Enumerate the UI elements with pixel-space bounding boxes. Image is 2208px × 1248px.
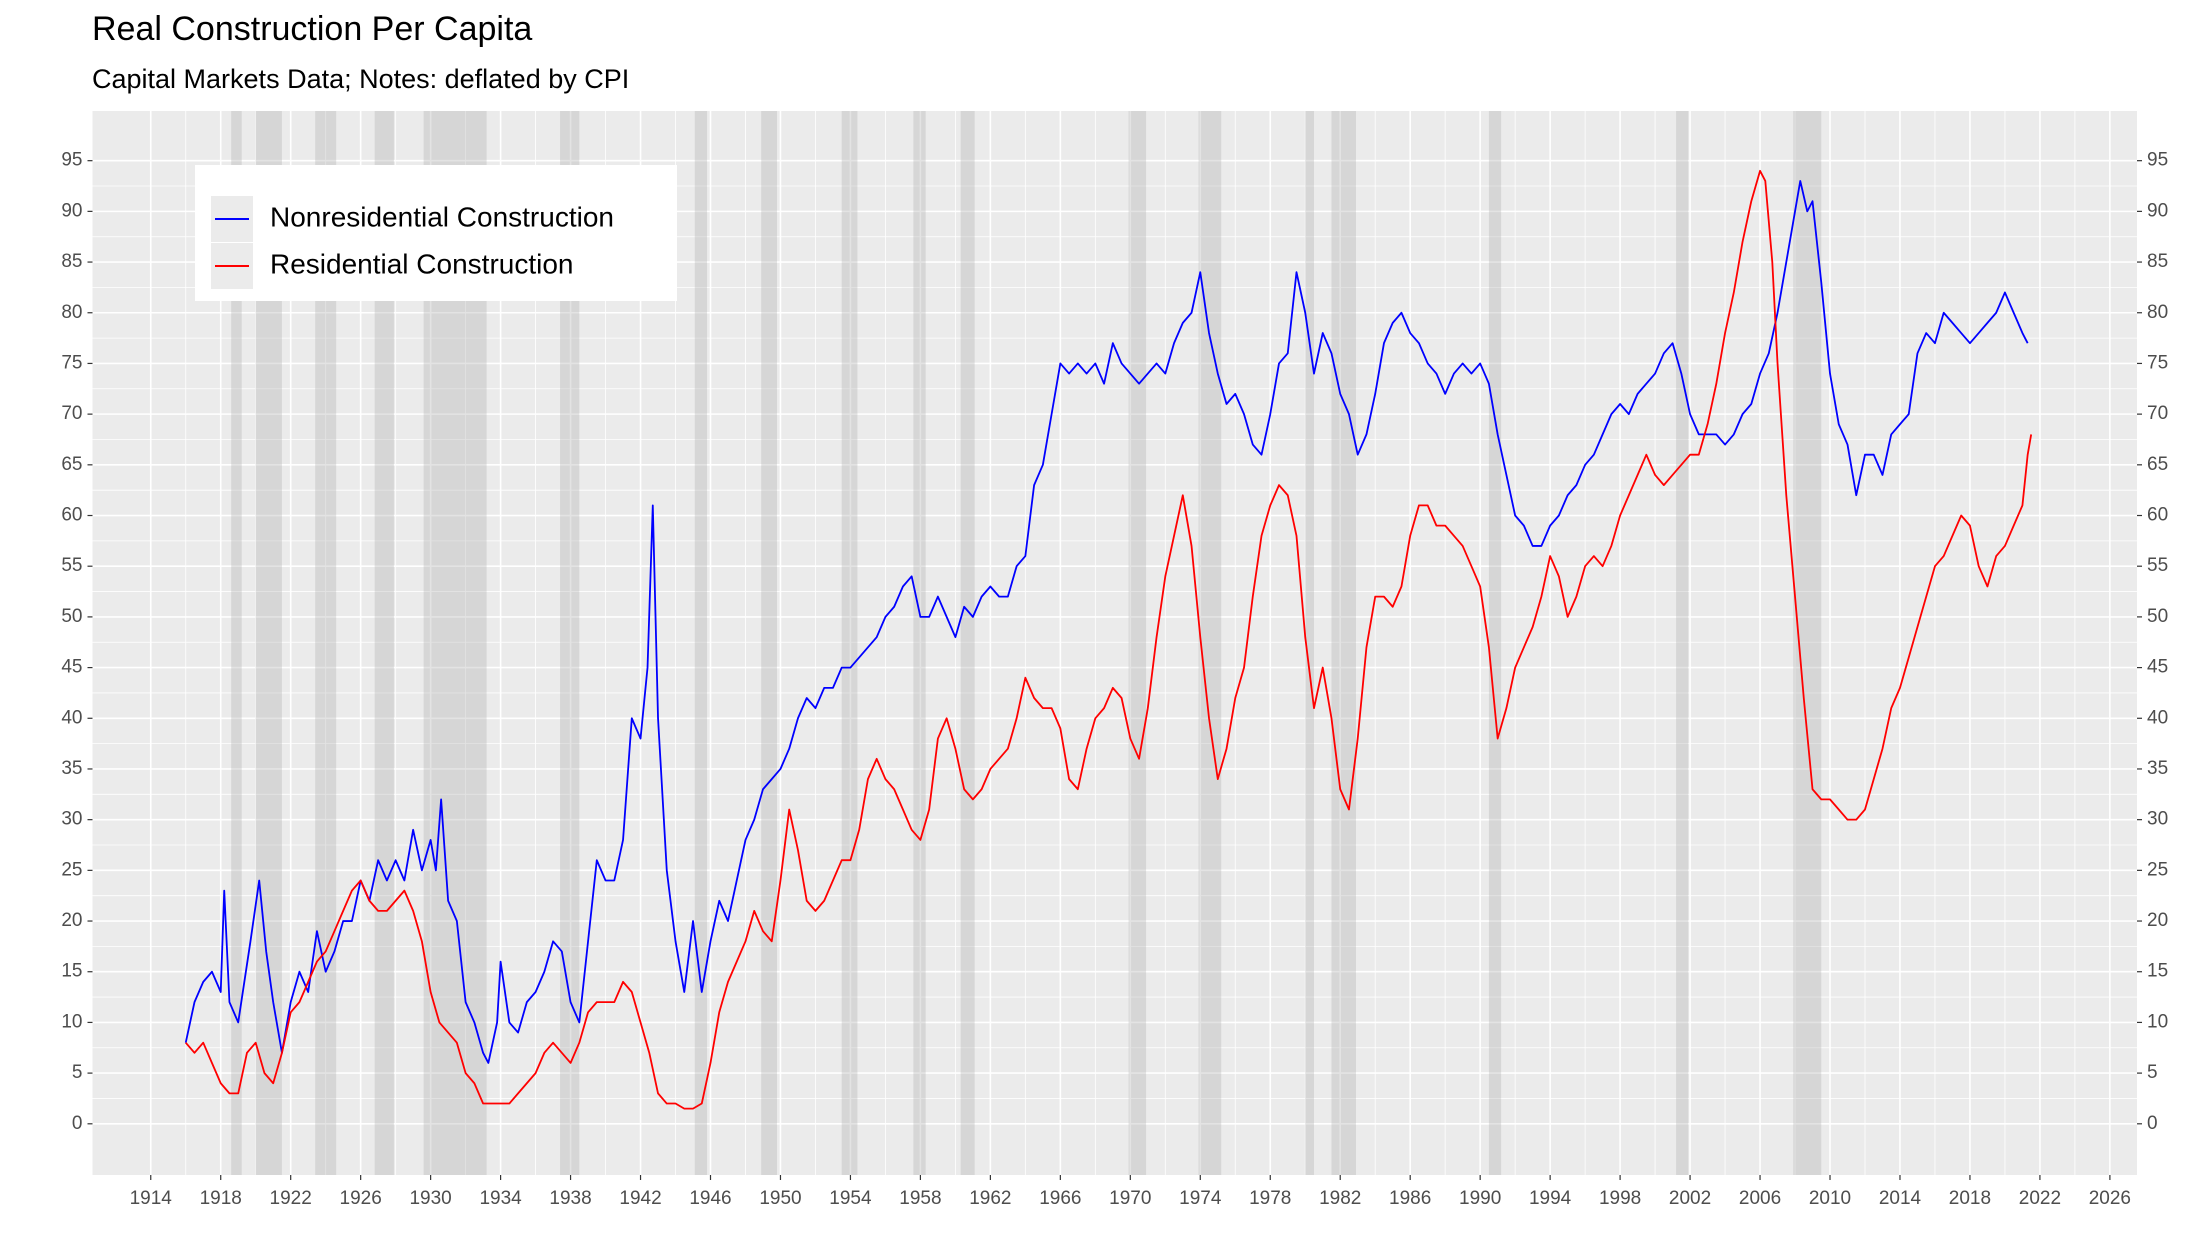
- y2-tick-label: 45: [2147, 657, 2168, 678]
- x-tick-label: 1986: [1389, 1188, 1431, 1209]
- recession-band: [1305, 111, 1314, 1175]
- recession-band: [1793, 111, 1822, 1175]
- x-tick-label: 1922: [270, 1188, 312, 1209]
- series-line: [185, 169, 2033, 1110]
- y-tick-label: 5: [72, 1062, 83, 1083]
- x-tick-label: 2006: [1739, 1188, 1781, 1209]
- legend-label: Residential Construction: [270, 248, 574, 279]
- x-tick-label: 1946: [689, 1188, 731, 1209]
- y-tick-label: 45: [61, 657, 82, 678]
- y2-tick-label: 30: [2147, 809, 2168, 830]
- y2-tick-label: 10: [2147, 1011, 2168, 1032]
- y-tick-label: 25: [61, 859, 82, 880]
- y-tick-label: 70: [61, 403, 82, 424]
- x-tick-label: 1954: [829, 1188, 872, 1209]
- y2-tick-label: 35: [2147, 758, 2168, 779]
- x-tick-label: 1942: [619, 1188, 661, 1209]
- y-tick-label: 0: [72, 1113, 83, 1134]
- y2-tick-label: 85: [2147, 251, 2168, 272]
- x-tick-label: 1934: [479, 1188, 522, 1209]
- y2-tick-label: 5: [2147, 1062, 2158, 1083]
- recession-band: [1331, 111, 1356, 1175]
- y2-tick-label: 55: [2147, 555, 2168, 576]
- x-tick-label: 1974: [1179, 1188, 1222, 1209]
- chart-subtitle: Capital Markets Data; Notes: deflated by…: [92, 64, 629, 94]
- series-line: [184, 180, 2029, 1064]
- y-tick-label: 65: [61, 454, 82, 475]
- recession-band: [913, 111, 926, 1175]
- x-tick-label: 1938: [549, 1188, 591, 1209]
- y-tick-label: 95: [61, 150, 82, 171]
- y-tick-label: 85: [61, 251, 82, 272]
- y-tick-label: 40: [61, 707, 82, 728]
- y-tick-label: 35: [61, 758, 82, 779]
- y-tick-label: 30: [61, 809, 82, 830]
- recession-band: [960, 111, 975, 1175]
- x-tick-label: 1994: [1529, 1188, 1572, 1209]
- x-tick-label: 1950: [759, 1188, 801, 1209]
- x-tick-label: 2014: [1879, 1188, 1922, 1209]
- y-tick-label: 50: [61, 606, 82, 627]
- y-tick-label: 90: [61, 200, 82, 221]
- y-tick-label: 20: [61, 910, 82, 931]
- recession-band: [1488, 111, 1502, 1175]
- legend-box: [195, 165, 677, 301]
- legend: Nonresidential Construction Residential C…: [195, 165, 677, 301]
- recession-band: [231, 111, 242, 1175]
- y-tick-label: 60: [61, 505, 82, 526]
- recession-band: [560, 111, 580, 1175]
- y2-tick-label: 40: [2147, 707, 2168, 728]
- x-tick-label: 2022: [2019, 1188, 2061, 1209]
- x-tick-label: 2010: [1809, 1188, 1851, 1209]
- recession-band: [841, 111, 858, 1175]
- y-tick-label: 10: [61, 1011, 82, 1032]
- x-tick-label: 1990: [1459, 1188, 1501, 1209]
- y2-tick-label: 95: [2147, 150, 2168, 171]
- recession-band: [315, 111, 337, 1175]
- y2-tick-label: 90: [2147, 200, 2168, 221]
- x-tick-label: 2026: [2089, 1188, 2131, 1209]
- y2-tick-label: 20: [2147, 910, 2168, 931]
- y-tick-label: 55: [61, 555, 82, 576]
- y2-tick-label: 65: [2147, 454, 2168, 475]
- y2-tick-label: 75: [2147, 352, 2168, 373]
- y-tick-label: 75: [61, 352, 82, 373]
- y2-tick-label: 80: [2147, 302, 2168, 323]
- x-tick-label: 1998: [1599, 1188, 1641, 1209]
- x-tick-label: 1970: [1109, 1188, 1151, 1209]
- y2-tick-label: 0: [2147, 1113, 2158, 1134]
- x-tick-label: 1962: [969, 1188, 1011, 1209]
- y2-tick-label: 60: [2147, 505, 2168, 526]
- y-tick-label: 15: [61, 961, 82, 982]
- x-tick-label: 1930: [409, 1188, 451, 1209]
- x-tick-label: 2018: [1949, 1188, 1991, 1209]
- x-tick-label: 1918: [200, 1188, 242, 1209]
- legend-label: Nonresidential Construction: [270, 201, 614, 232]
- chart-title: Real Construction Per Capita: [92, 10, 532, 48]
- x-tick-label: 1982: [1319, 1188, 1361, 1209]
- y2-tick-label: 50: [2147, 606, 2168, 627]
- x-tick-label: 1958: [899, 1188, 941, 1209]
- recession-band: [694, 111, 708, 1175]
- recession-band: [761, 111, 777, 1175]
- x-tick-label: 1978: [1249, 1188, 1291, 1209]
- y2-tick-label: 15: [2147, 961, 2168, 982]
- recession-band: [1198, 111, 1222, 1175]
- recession-band: [1676, 111, 1689, 1175]
- x-tick-label: 2002: [1669, 1188, 1711, 1209]
- y2-tick-label: 25: [2147, 859, 2168, 880]
- x-tick-label: 1926: [340, 1188, 382, 1209]
- y-tick-label: 80: [61, 302, 82, 323]
- x-tick-label: 1966: [1039, 1188, 1081, 1209]
- x-tick-label: 1914: [130, 1188, 173, 1209]
- recession-band: [1128, 111, 1147, 1175]
- y2-tick-label: 70: [2147, 403, 2168, 424]
